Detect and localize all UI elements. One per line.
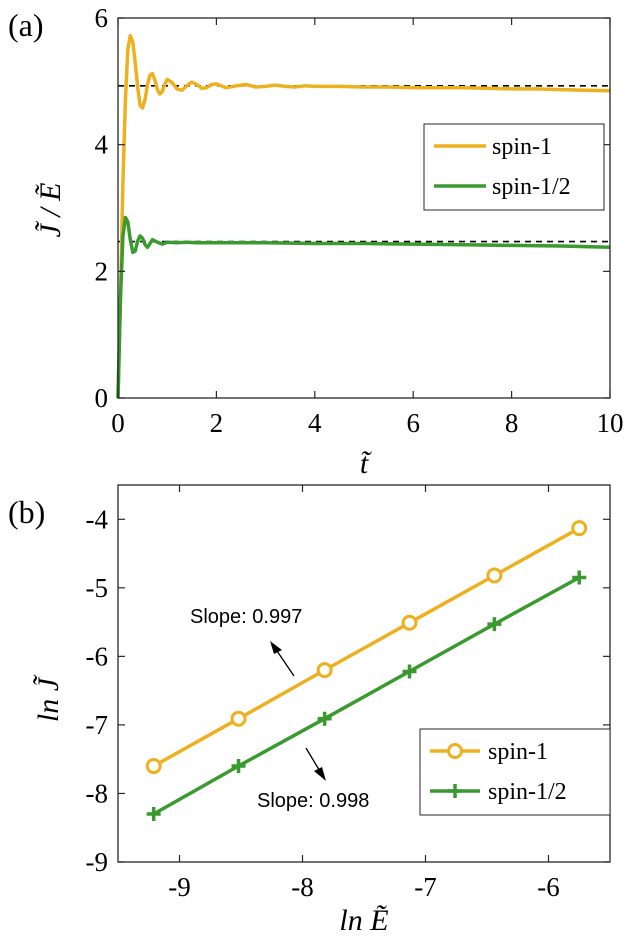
b-annotation-text-spin-1-2: Slope: 0.998 — [257, 790, 369, 812]
b-ytick-label: -6 — [86, 641, 109, 671]
b-annotation-spin-1: Slope: 0.997 — [190, 606, 302, 677]
a-ticks: 0 2 4 6 8 10 0 2 4 6 — [95, 3, 624, 438]
a-x-axis-label: t̃ — [360, 447, 372, 480]
a-legend-label-spin-1: spin-1 — [492, 134, 552, 160]
a-plot-frame — [117, 17, 611, 399]
a-line-spin-1-2 — [116, 215, 611, 399]
b-point-spin-1 — [401, 614, 418, 631]
b-annotation-spin-1-2: Slope: 0.998 — [257, 747, 369, 812]
b-ylabel-text: ln J̃ — [32, 674, 65, 722]
a-legend-box — [423, 123, 605, 211]
b-point-spin-1 — [316, 662, 333, 679]
b-annotation-arrowhead-spin-1-2 — [314, 767, 326, 781]
b-xtick-label: -9 — [168, 872, 191, 902]
b-xtick-label: -7 — [414, 872, 437, 902]
a-ytick-label: 0 — [95, 383, 109, 413]
b-ytick-label: -4 — [86, 504, 109, 534]
b-annotation-arrow-spin-1 — [274, 647, 295, 677]
b-ytick-label: -5 — [86, 573, 109, 603]
b-y-axis-label: ln J̃ — [32, 674, 65, 722]
b-point-spin-1-2 — [487, 617, 502, 632]
b-ytick-label: -8 — [86, 778, 109, 808]
b-plot-frame — [117, 484, 611, 863]
panel-b: (b) -9 -8 -7 -6 -9 -8 -7 -6 -5 -4 ln Ẽ ln J̃ Slop… — [8, 484, 611, 937]
a-series-group — [116, 33, 611, 399]
a-y-axis-label: J̃ / Ẽ — [34, 183, 67, 238]
b-point-spin-1-2 — [146, 807, 161, 822]
a-ylabel-text: J̃ / Ẽ — [34, 183, 67, 238]
a-xtick-label: 10 — [597, 408, 624, 438]
a-legend-label-spin-1-2: spin-1/2 — [492, 174, 571, 200]
b-point-spin-1 — [571, 520, 588, 537]
b-legend: spin-1 spin-1/2 — [419, 728, 611, 816]
a-xtick-label: 2 — [210, 408, 224, 438]
a-line-spin-1 — [116, 33, 611, 399]
b-legend-box — [419, 728, 611, 816]
panel-label-b: (b) — [8, 494, 45, 530]
a-xtick-label: 0 — [111, 408, 125, 438]
b-ytick-label: -9 — [86, 847, 109, 877]
panel-label-a: (a) — [8, 7, 44, 43]
a-xtick-label: 8 — [505, 408, 519, 438]
b-x-axis-label: ln Ẽ — [339, 904, 388, 937]
a-xtick-label: 4 — [308, 408, 322, 438]
a-xlabel-text: t̃ — [360, 447, 372, 480]
b-legend-marker-spin-1 — [447, 743, 463, 759]
b-series-group — [145, 520, 588, 822]
b-annotation-arrowhead-spin-1 — [270, 641, 282, 654]
b-ytick-label: -7 — [86, 710, 109, 740]
b-legend-marker-spin-1-2 — [448, 784, 462, 798]
b-point-spin-1-2 — [317, 711, 332, 726]
b-xtick-label: -8 — [291, 872, 314, 902]
b-legend-label-spin-1: spin-1 — [488, 739, 548, 765]
b-point-spin-1 — [145, 758, 162, 775]
b-point-spin-1 — [230, 710, 247, 727]
b-point-spin-1-2 — [402, 664, 417, 679]
b-xtick-label: -6 — [537, 872, 560, 902]
b-line-spin-1 — [152, 526, 581, 768]
b-line-spin-1-2 — [152, 575, 581, 816]
a-xtick-label: 6 — [406, 408, 420, 438]
b-point-spin-1-2 — [231, 759, 246, 774]
panel-a: (a) 0 2 4 6 8 10 0 2 4 6 t̃ J̃ / Ẽ spin-1 spin-1/… — [8, 3, 624, 480]
b-point-spin-1-2 — [572, 570, 587, 585]
b-xlabel-text: ln Ẽ — [339, 904, 388, 937]
b-point-spin-1 — [486, 567, 503, 584]
a-ytick-label: 2 — [95, 256, 109, 286]
a-ytick-label: 6 — [95, 3, 109, 33]
b-legend-label-spin-1-2: spin-1/2 — [488, 779, 567, 805]
b-annotation-text-spin-1: Slope: 0.997 — [190, 606, 302, 628]
b-ticks: -9 -8 -7 -6 -9 -8 -7 -6 -5 -4 — [86, 485, 610, 902]
a-ytick-label: 4 — [95, 130, 109, 160]
a-legend: spin-1 spin-1/2 — [423, 123, 605, 211]
